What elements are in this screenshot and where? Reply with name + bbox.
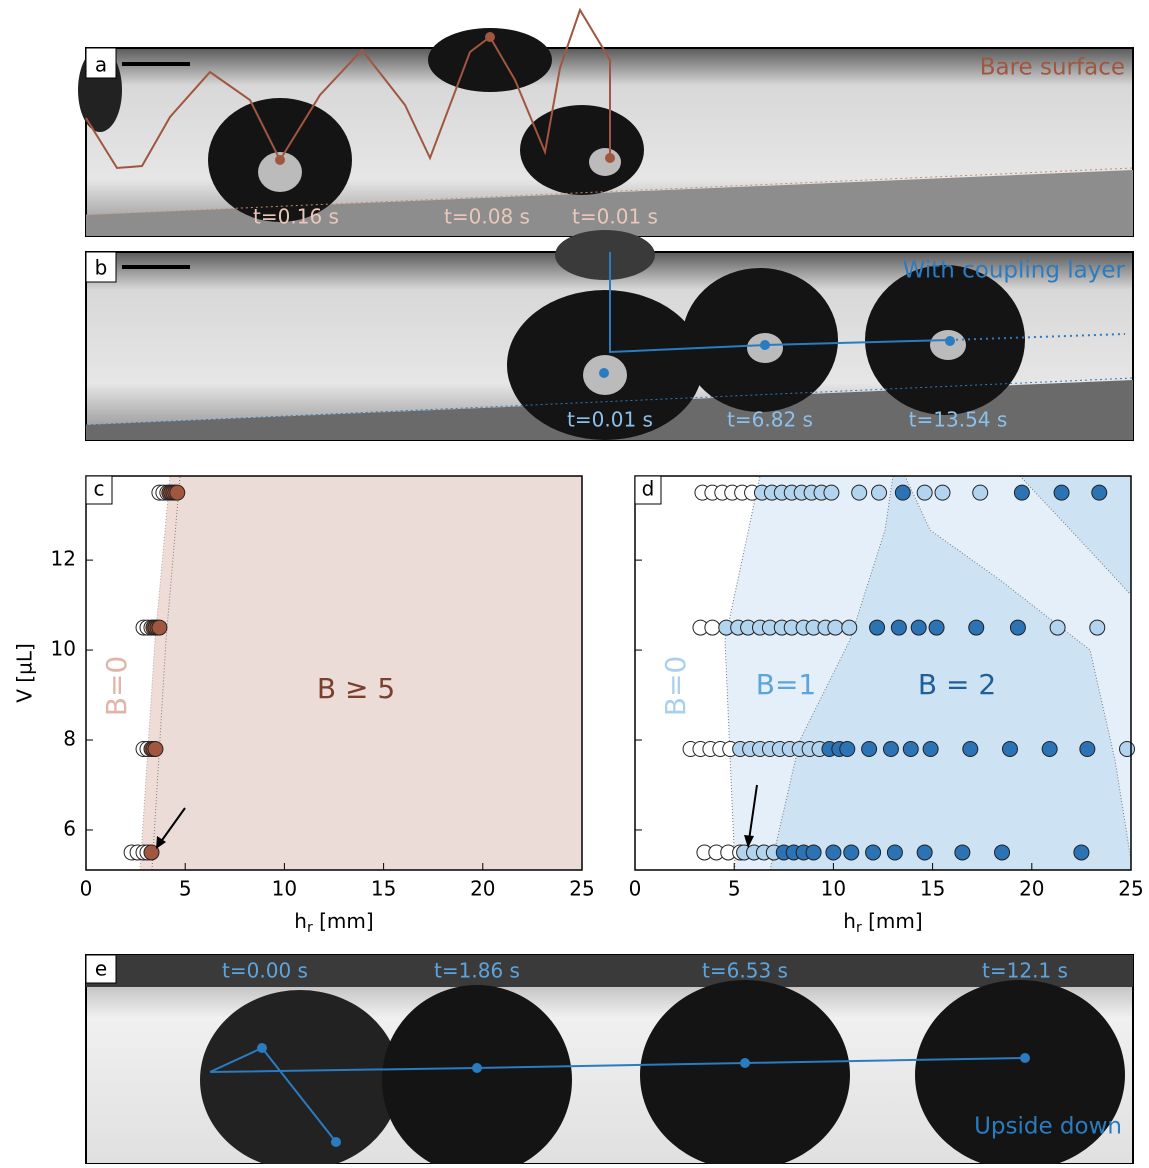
x-tick-label: 10 bbox=[821, 877, 846, 901]
x-axis-label-part: [mm] bbox=[862, 909, 923, 933]
point bbox=[883, 742, 898, 757]
region-label: B=0 bbox=[100, 656, 133, 716]
x-tick-label: 25 bbox=[1118, 877, 1143, 901]
region-label: B ≥ 5 bbox=[317, 672, 395, 705]
point bbox=[1050, 620, 1065, 635]
time-label: t=0.01 s bbox=[567, 408, 653, 432]
point bbox=[705, 620, 720, 635]
point bbox=[1092, 485, 1107, 500]
point bbox=[917, 845, 932, 860]
point bbox=[995, 845, 1010, 860]
point bbox=[806, 845, 821, 860]
point bbox=[866, 845, 881, 860]
x-axis-label-part: h bbox=[843, 909, 856, 933]
time-label: t=0.16 s bbox=[253, 205, 339, 229]
region-label: B=0 bbox=[659, 656, 692, 716]
point bbox=[895, 485, 910, 500]
point bbox=[887, 845, 902, 860]
x-tick-label: 20 bbox=[470, 877, 495, 901]
point bbox=[828, 620, 843, 635]
point bbox=[903, 742, 918, 757]
point bbox=[973, 485, 988, 500]
point bbox=[1042, 742, 1057, 757]
time-label: t=0.00 s bbox=[222, 959, 308, 983]
photo-a bbox=[78, 10, 1133, 236]
x-tick-label: 15 bbox=[920, 877, 945, 901]
y-tick-label: 12 bbox=[51, 547, 76, 571]
point bbox=[1002, 742, 1017, 757]
time-label: t=6.82 s bbox=[727, 408, 813, 432]
point bbox=[148, 742, 163, 757]
caption: With coupling layer bbox=[903, 258, 1126, 284]
x-tick-label: 0 bbox=[629, 877, 642, 901]
x-tick-label: 10 bbox=[272, 877, 297, 901]
region-label: B = 2 bbox=[918, 668, 996, 701]
x-axis-label: hr [mm] bbox=[843, 909, 922, 937]
point bbox=[1080, 742, 1095, 757]
point bbox=[824, 485, 839, 500]
x-axis-label: hr [mm] bbox=[294, 909, 373, 937]
point bbox=[870, 620, 885, 635]
caption: Bare surface bbox=[980, 55, 1125, 81]
time-label: t=6.53 s bbox=[702, 959, 788, 983]
point bbox=[170, 485, 185, 500]
point bbox=[826, 845, 841, 860]
point bbox=[852, 485, 867, 500]
time-label: t=0.08 s bbox=[444, 205, 530, 229]
point bbox=[917, 485, 932, 500]
point bbox=[1074, 845, 1089, 860]
point bbox=[969, 620, 984, 635]
time-label: t=0.01 s bbox=[572, 205, 658, 229]
point bbox=[1014, 485, 1029, 500]
x-tick-label: 15 bbox=[371, 877, 396, 901]
y-tick-label: 6 bbox=[63, 816, 76, 840]
point bbox=[911, 620, 926, 635]
caption: Upside down bbox=[974, 1114, 1122, 1140]
time-label: t=1.86 s bbox=[434, 959, 520, 983]
x-tick-label: 0 bbox=[80, 877, 93, 901]
point bbox=[891, 620, 906, 635]
point bbox=[1090, 620, 1105, 635]
panel-label: e bbox=[95, 957, 107, 981]
y-tick-label: 10 bbox=[51, 637, 76, 661]
point bbox=[1054, 485, 1069, 500]
panel-label: a bbox=[95, 53, 107, 77]
point bbox=[1010, 620, 1025, 635]
point bbox=[840, 742, 855, 757]
x-tick-label: 25 bbox=[569, 877, 594, 901]
panel-label: d bbox=[642, 477, 655, 501]
x-axis-label-part: h bbox=[294, 909, 307, 933]
point bbox=[842, 620, 857, 635]
point bbox=[872, 485, 887, 500]
point bbox=[862, 742, 877, 757]
panel-label: c bbox=[94, 477, 105, 501]
figure: a Bare surface t=0.16 s t=0.08 s t=0.01 … bbox=[0, 0, 1149, 1164]
panel-label: b bbox=[95, 256, 108, 280]
point bbox=[929, 620, 944, 635]
point bbox=[1120, 742, 1135, 757]
point bbox=[844, 845, 859, 860]
point bbox=[935, 485, 950, 500]
y-tick-label: 8 bbox=[63, 727, 76, 751]
region-label: B=1 bbox=[756, 668, 816, 701]
point bbox=[955, 845, 970, 860]
time-label: t=12.1 s bbox=[982, 959, 1068, 983]
y-axis-label: V [µL] bbox=[13, 643, 37, 703]
point bbox=[152, 620, 167, 635]
time-label: t=13.54 s bbox=[909, 408, 1008, 432]
x-tick-label: 5 bbox=[728, 877, 741, 901]
x-axis-label-part: [mm] bbox=[313, 909, 374, 933]
point bbox=[963, 742, 978, 757]
x-tick-label: 5 bbox=[179, 877, 192, 901]
point bbox=[923, 742, 938, 757]
x-tick-label: 20 bbox=[1019, 877, 1044, 901]
